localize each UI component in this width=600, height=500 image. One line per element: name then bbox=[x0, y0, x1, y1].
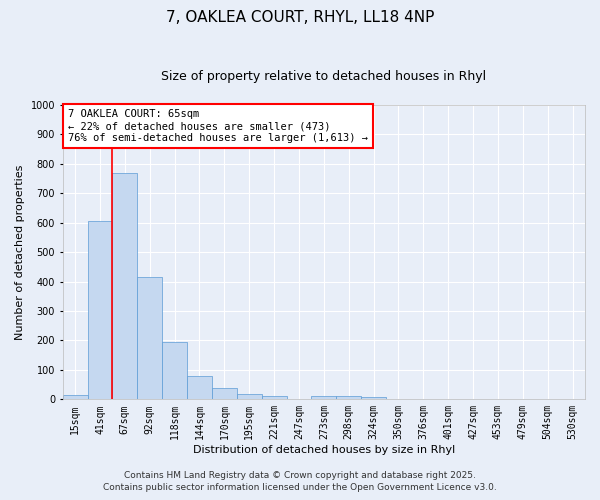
Bar bbox=[311, 396, 336, 400]
Bar bbox=[112, 172, 137, 400]
Bar bbox=[361, 397, 386, 400]
Text: 7, OAKLEA COURT, RHYL, LL18 4NP: 7, OAKLEA COURT, RHYL, LL18 4NP bbox=[166, 10, 434, 25]
Bar bbox=[88, 222, 112, 400]
Bar bbox=[137, 277, 162, 400]
Bar bbox=[336, 396, 361, 400]
Bar bbox=[237, 394, 262, 400]
Title: Size of property relative to detached houses in Rhyl: Size of property relative to detached ho… bbox=[161, 70, 487, 83]
Bar bbox=[187, 376, 212, 400]
Bar bbox=[262, 396, 287, 400]
Text: 7 OAKLEA COURT: 65sqm
← 22% of detached houses are smaller (473)
76% of semi-det: 7 OAKLEA COURT: 65sqm ← 22% of detached … bbox=[68, 110, 368, 142]
Bar bbox=[212, 388, 237, 400]
Text: Contains HM Land Registry data © Crown copyright and database right 2025.
Contai: Contains HM Land Registry data © Crown c… bbox=[103, 471, 497, 492]
Bar bbox=[62, 395, 88, 400]
X-axis label: Distribution of detached houses by size in Rhyl: Distribution of detached houses by size … bbox=[193, 445, 455, 455]
Y-axis label: Number of detached properties: Number of detached properties bbox=[15, 164, 25, 340]
Bar bbox=[162, 342, 187, 400]
